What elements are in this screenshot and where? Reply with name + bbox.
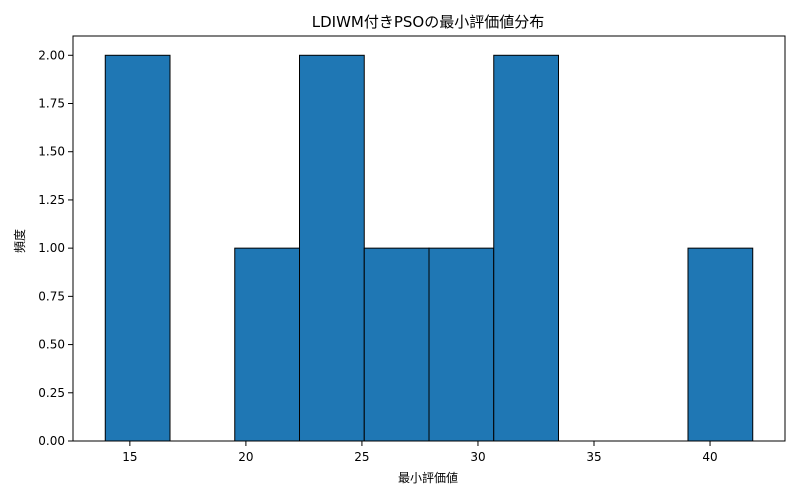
y-tick-label: 1.50 [38, 145, 65, 159]
bars-group [104, 54, 754, 442]
histogram-bar [299, 54, 365, 442]
x-tick-label: 20 [238, 450, 253, 464]
y-tick-label: 2.00 [38, 48, 65, 62]
y-tick-label: 0.75 [38, 289, 65, 303]
histogram-bar [428, 247, 495, 442]
y-tick-label: 0.50 [38, 338, 65, 352]
x-axis-label: 最小評価値 [398, 470, 458, 485]
histogram-bar [363, 247, 430, 442]
x-tick-label: 15 [122, 450, 137, 464]
y-tick-label: 1.25 [38, 193, 65, 207]
x-tick-label: 25 [354, 450, 369, 464]
y-axis-ticks: 0.00 0.25 0.50 0.75 1.00 1.25 1.50 1.75 2.00 [38, 48, 73, 448]
histogram-bar [687, 247, 754, 442]
x-tick-label: 35 [586, 450, 601, 464]
histogram-bar [104, 54, 171, 442]
chart-title: LDIWM付きPSOの最小評価値分布 [312, 13, 544, 31]
x-tick-label: 30 [470, 450, 485, 464]
x-tick-label: 40 [702, 450, 717, 464]
y-tick-label: 1.75 [38, 97, 65, 111]
y-axis-label: 頻度 [12, 229, 27, 253]
y-tick-label: 1.00 [38, 241, 65, 255]
y-tick-label: 0.00 [38, 434, 65, 448]
y-tick-label: 0.25 [38, 386, 65, 400]
histogram-bar [493, 54, 559, 442]
plot-frame [72, 35, 786, 442]
histogram-bar [234, 247, 301, 442]
x-axis-ticks: 15 20 25 30 35 40 [122, 441, 718, 464]
